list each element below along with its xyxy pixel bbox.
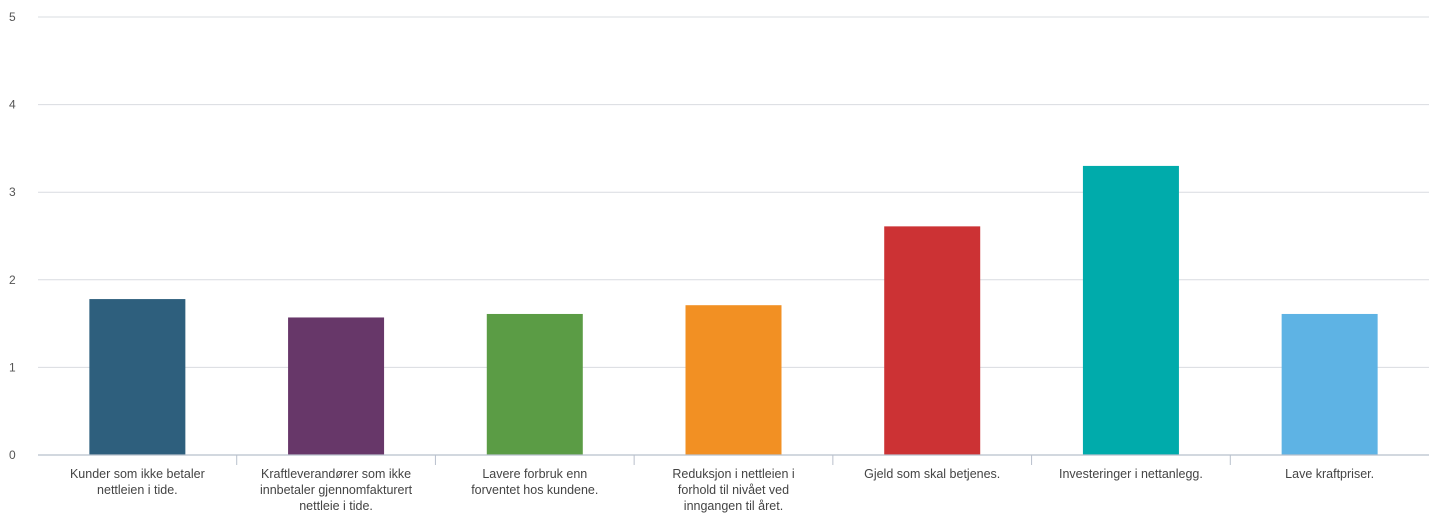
x-category-label-line: Reduksjon i nettleien i bbox=[672, 467, 794, 481]
x-category-label-line: nettleie i tide. bbox=[299, 499, 373, 513]
x-category-label-3: Lavere forbruk enn forventet hos kundene. bbox=[471, 467, 598, 497]
x-category-label-line: forventet hos kundene. bbox=[471, 483, 598, 497]
bar-4 bbox=[685, 305, 782, 455]
y-tick-label-1: 1 bbox=[9, 360, 16, 374]
x-category-label-7: Lave kraftpriser. bbox=[1285, 467, 1374, 481]
gridlines bbox=[38, 16, 1429, 368]
bar-7 bbox=[1281, 313, 1378, 455]
bar-6 bbox=[1082, 165, 1179, 456]
x-category-label-line: Gjeld som skal betjenes. bbox=[864, 467, 1000, 481]
x-category-label-1: Kunder som ikke betaler nettleien i tide. bbox=[70, 467, 205, 497]
bar-5 bbox=[884, 226, 981, 455]
x-category-label-line: Investeringer i nettanlegg. bbox=[1059, 467, 1203, 481]
x-category-label-line: Lave kraftpriser. bbox=[1285, 467, 1374, 481]
bar-3 bbox=[486, 313, 583, 455]
x-category-label-line: nettleien i tide. bbox=[97, 483, 178, 497]
y-tick-label-5: 5 bbox=[9, 10, 16, 24]
bar-2 bbox=[288, 317, 385, 455]
y-tick-label-2: 2 bbox=[9, 273, 16, 287]
x-category-label-5: Gjeld som skal betjenes. bbox=[864, 467, 1000, 481]
x-category-label-line: forhold til nivået ved bbox=[678, 483, 789, 497]
bar-1 bbox=[89, 299, 186, 455]
y-axis-ticks: 0 1 2 3 4 5 bbox=[9, 10, 16, 462]
y-tick-label-3: 3 bbox=[9, 185, 16, 199]
x-category-label-line: Lavere forbruk enn bbox=[482, 467, 587, 481]
x-category-label-6: Investeringer i nettanlegg. bbox=[1059, 467, 1203, 481]
x-axis-labels: Kunder som ikke betaler nettleien i tide.… bbox=[70, 467, 1374, 513]
x-category-label-line: Kraftleverandører som ikke bbox=[261, 467, 411, 481]
y-tick-label-4: 4 bbox=[9, 98, 16, 112]
bars bbox=[89, 165, 1378, 456]
x-category-label-line: innbetaler gjennomfakturert bbox=[260, 483, 413, 497]
x-category-label-line: inngangen til året. bbox=[684, 499, 783, 513]
y-tick-label-0: 0 bbox=[9, 448, 16, 462]
x-category-label-4: Reduksjon i nettleien i forhold til nivåe… bbox=[672, 467, 794, 513]
x-category-label-2: Kraftleverandører som ikke innbetaler gje… bbox=[260, 467, 413, 513]
x-axis bbox=[38, 454, 1429, 465]
x-category-label-line: Kunder som ikke betaler bbox=[70, 467, 205, 481]
